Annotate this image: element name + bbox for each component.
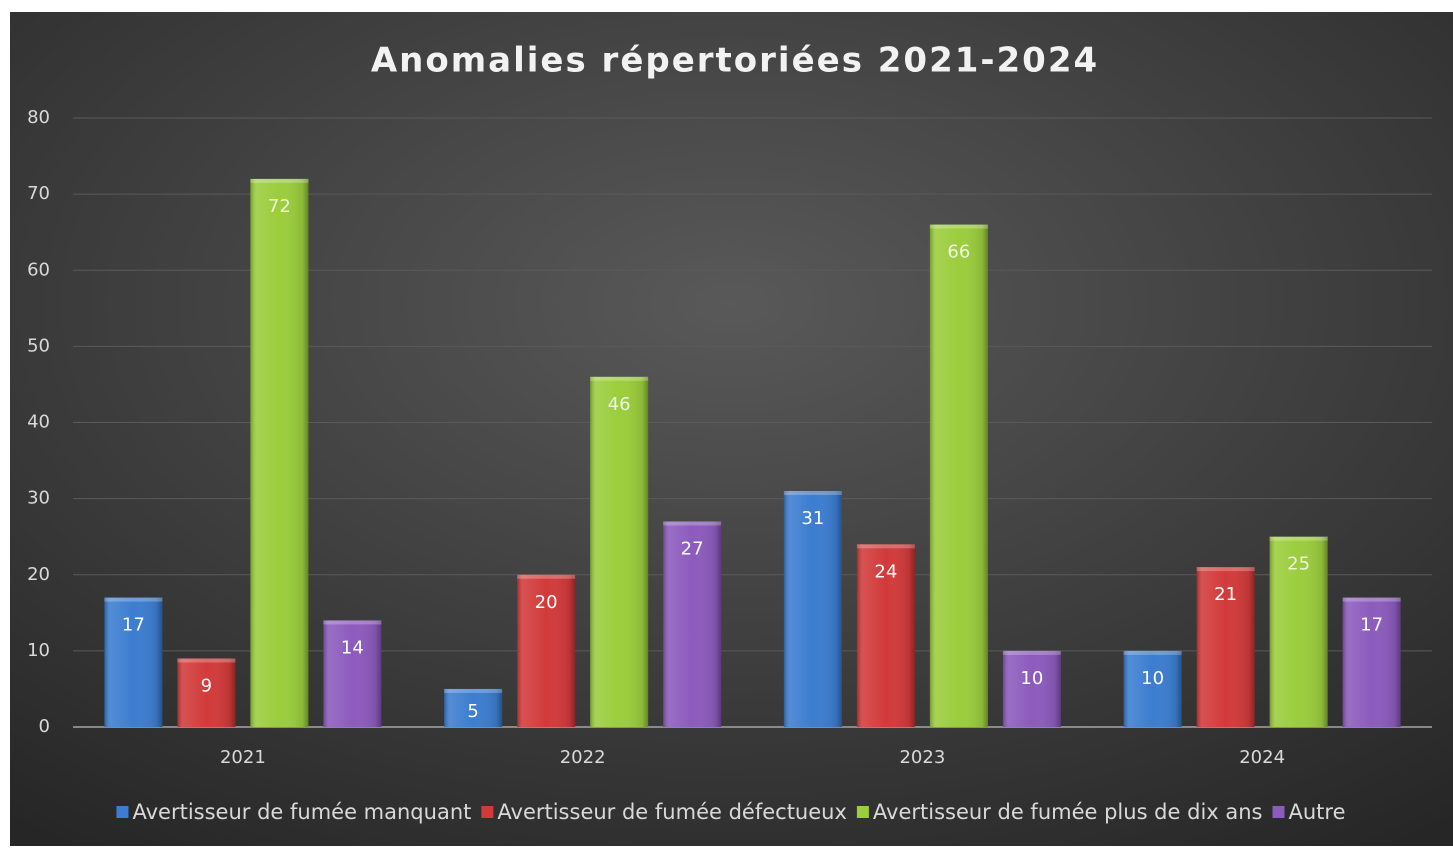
data-label: 10 xyxy=(1141,668,1164,689)
y-tick-label: 40 xyxy=(27,412,50,433)
data-label: 17 xyxy=(1360,615,1383,636)
legend-marker xyxy=(481,806,494,818)
bar-cap xyxy=(1342,597,1401,602)
x-tick-label: 2024 xyxy=(1239,747,1285,768)
chart-title: Anomalies répertoriées 2021-2024 xyxy=(371,41,1099,81)
legend-marker xyxy=(1272,806,1285,818)
bar-shading xyxy=(1342,597,1401,727)
data-label: 25 xyxy=(1287,554,1310,575)
legend-label: Avertisseur de fumée défectueux xyxy=(497,800,847,824)
y-tick-label: 60 xyxy=(27,259,50,280)
bar-shading xyxy=(1269,536,1328,727)
bar-cap xyxy=(104,597,163,602)
data-label: 46 xyxy=(608,394,631,415)
bar-shading xyxy=(1196,567,1255,727)
bar-shading xyxy=(323,620,382,727)
x-tick-label: 2023 xyxy=(899,747,945,768)
bar-shading xyxy=(929,224,988,727)
bar-cap xyxy=(590,376,649,381)
data-label: 17 xyxy=(122,615,145,636)
data-label: 9 xyxy=(201,675,212,696)
bar-cap xyxy=(177,658,236,663)
legend-label: Avertisseur de fumée manquant xyxy=(132,800,471,824)
bar-shading xyxy=(250,178,309,727)
bar-cap xyxy=(783,491,842,496)
y-tick-label: 50 xyxy=(27,335,50,356)
data-label: 20 xyxy=(535,592,558,613)
y-tick-label: 70 xyxy=(27,183,50,204)
bar-shading xyxy=(1002,650,1061,727)
data-label: 72 xyxy=(268,196,291,217)
bar-shading xyxy=(444,688,503,727)
bar-shading xyxy=(1123,650,1182,727)
bar-cap xyxy=(323,620,382,625)
bar-cap xyxy=(1196,567,1255,572)
bar-shading xyxy=(590,376,649,727)
legend-marker xyxy=(116,806,129,818)
bar-shading xyxy=(517,574,576,727)
bar-cap xyxy=(929,224,988,229)
y-tick-label: 10 xyxy=(27,640,50,661)
bar-cap xyxy=(856,544,915,549)
bar-cap xyxy=(444,688,503,693)
data-label: 14 xyxy=(341,637,364,658)
bar-shading xyxy=(856,544,915,727)
legend-label: Autre xyxy=(1289,800,1346,824)
bar-shading xyxy=(177,658,236,727)
data-label: 10 xyxy=(1020,668,1043,689)
bar-cap xyxy=(663,521,722,526)
x-tick-label: 2022 xyxy=(560,747,606,768)
y-tick-label: 20 xyxy=(27,564,50,585)
bar-shading xyxy=(663,521,722,727)
bar-cap xyxy=(1123,650,1182,655)
bar-cap xyxy=(250,178,309,183)
y-tick-label: 30 xyxy=(27,488,50,509)
data-label: 5 xyxy=(467,701,478,722)
y-tick-label: 0 xyxy=(39,716,50,737)
data-label: 27 xyxy=(681,538,704,559)
data-label: 66 xyxy=(947,242,970,263)
bar-cap xyxy=(517,574,576,579)
x-tick-label: 2021 xyxy=(220,747,266,768)
bar-cap xyxy=(1269,536,1328,541)
data-label: 24 xyxy=(874,561,897,582)
bar-shading xyxy=(104,597,163,727)
legend-label: Avertisseur de fumée plus de dix ans xyxy=(873,800,1263,824)
data-label: 31 xyxy=(801,508,824,529)
data-label: 21 xyxy=(1214,584,1237,605)
bar-cap xyxy=(1002,650,1061,655)
y-tick-label: 80 xyxy=(27,107,50,128)
bar-shading xyxy=(783,491,842,727)
legend-marker xyxy=(856,806,869,818)
